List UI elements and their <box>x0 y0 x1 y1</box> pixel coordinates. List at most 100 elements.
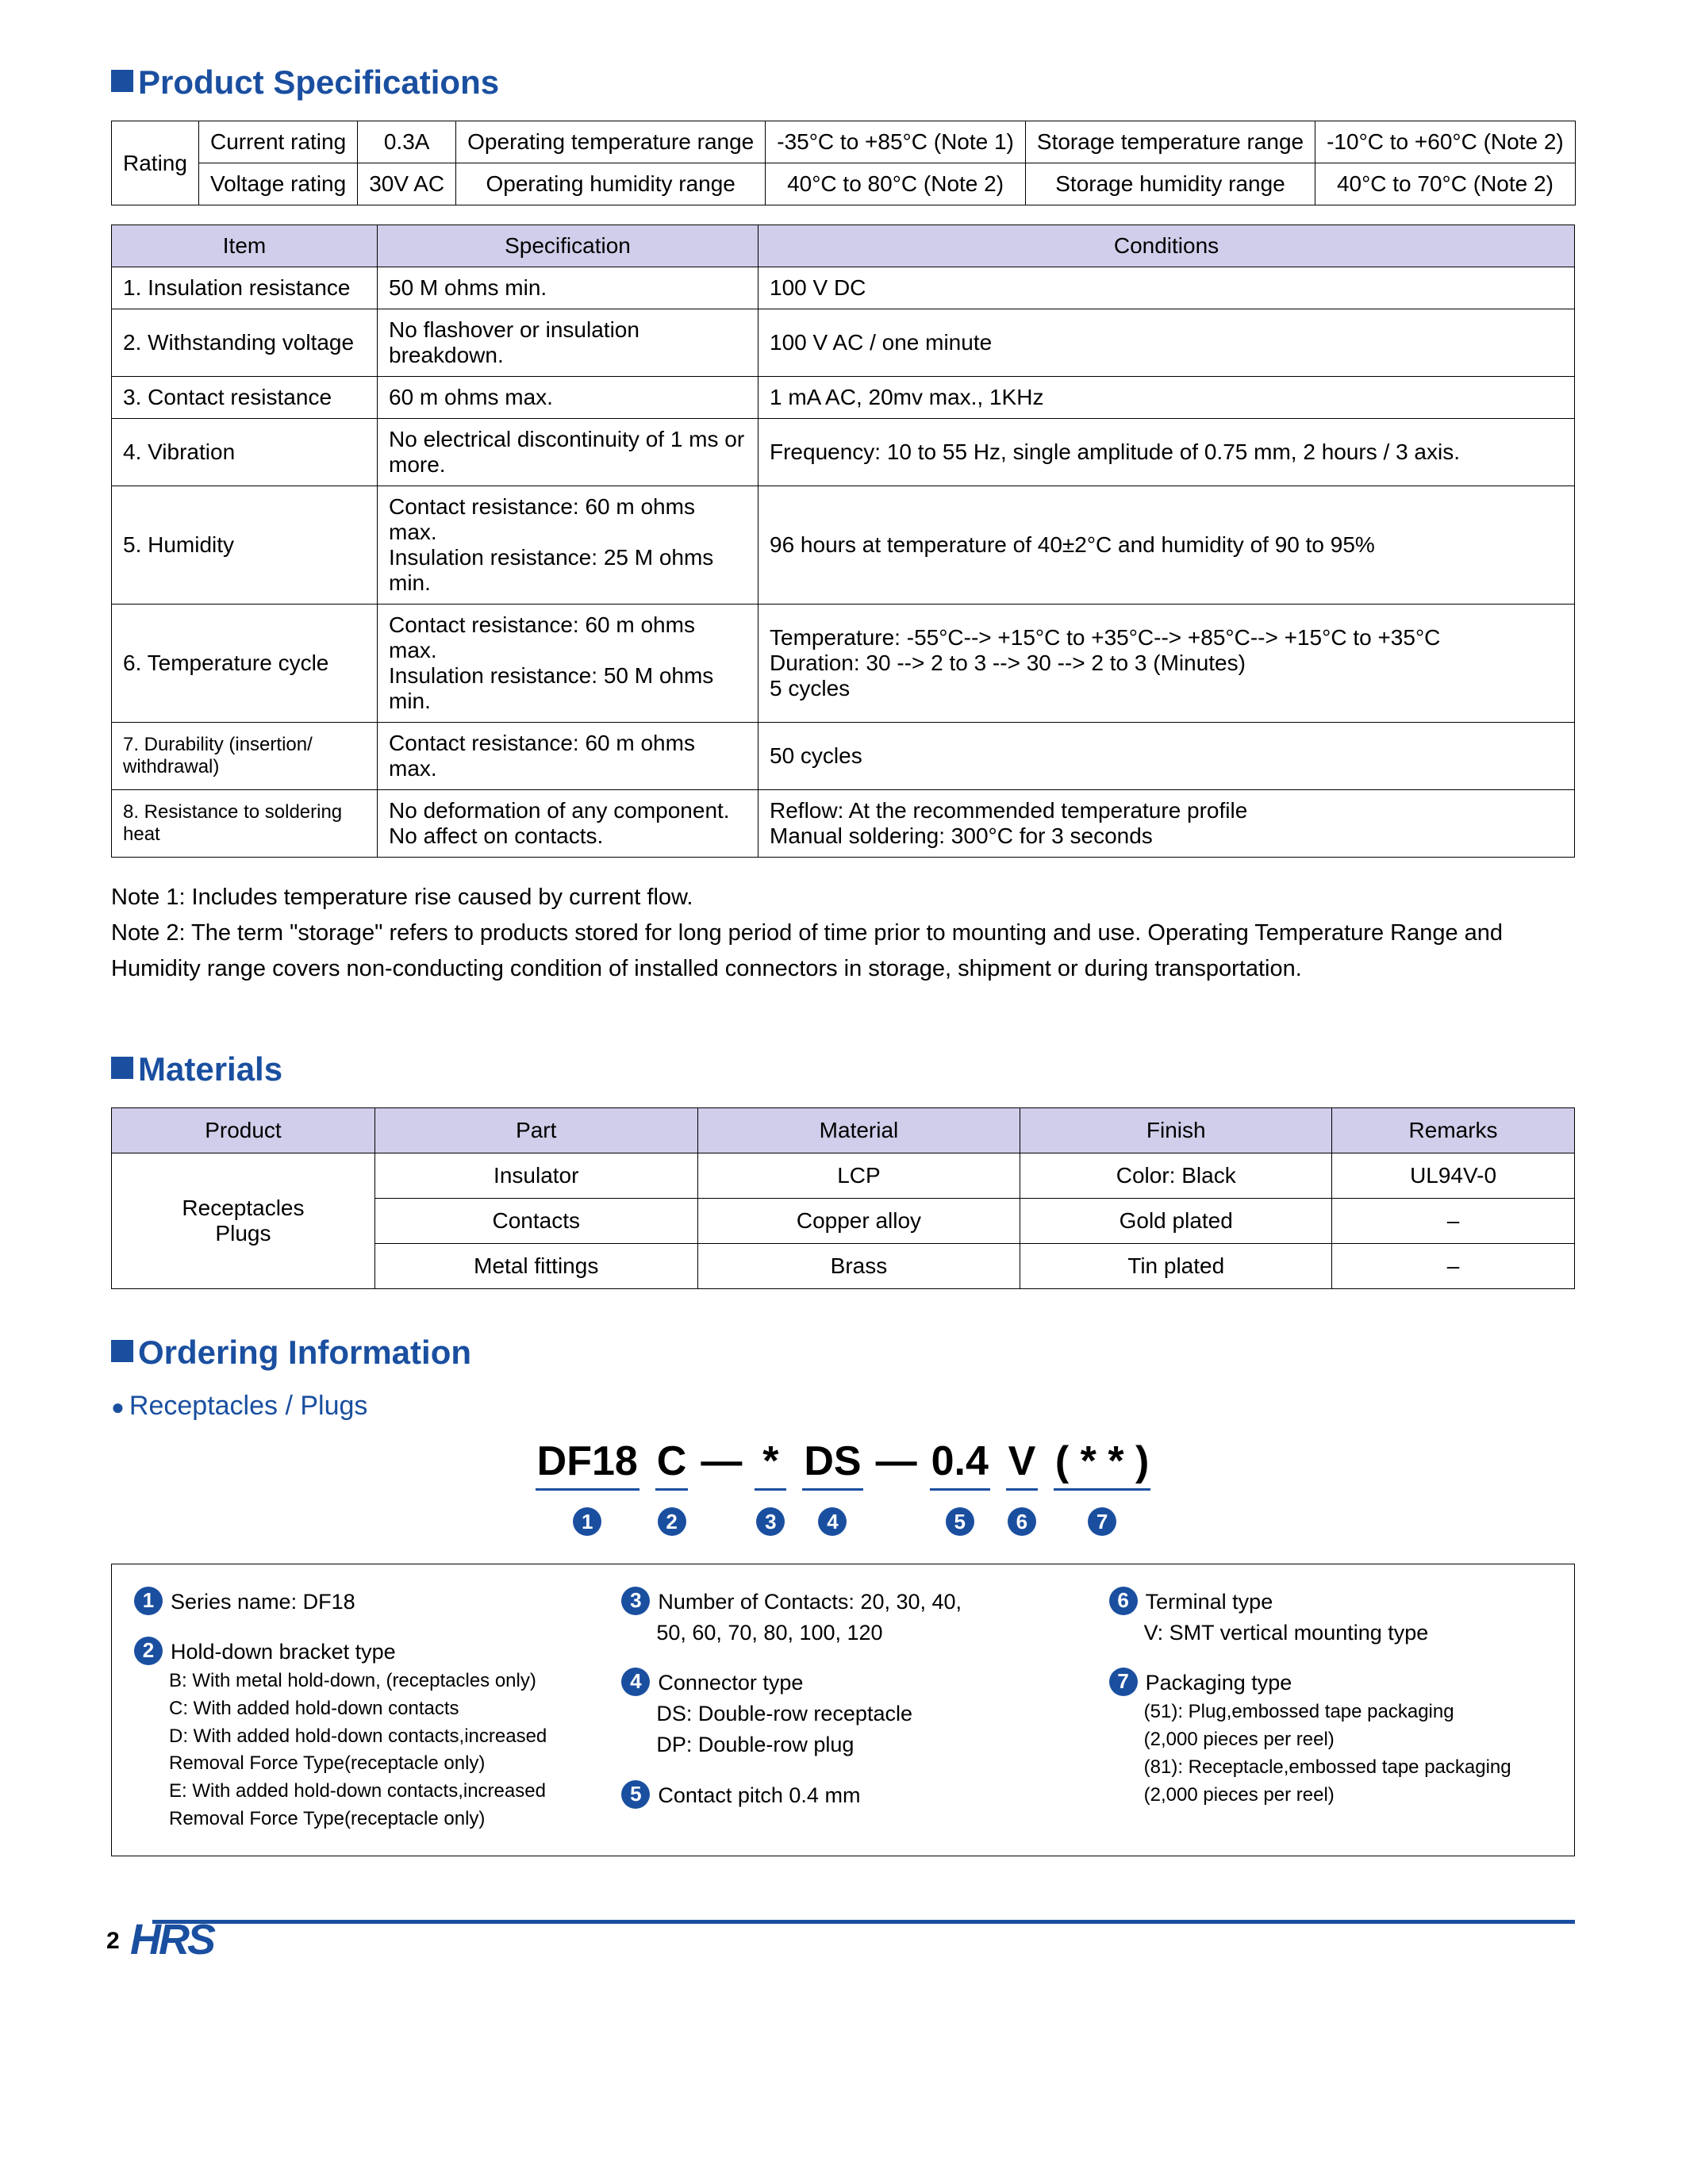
footer-line <box>152 1920 1575 1924</box>
materials-product: Receptacles Plugs <box>112 1153 375 1288</box>
note-1: Note 1: Includes temperature rise caused… <box>111 880 1575 915</box>
ordering-item-body: B: With metal hold-down, (receptacles on… <box>134 1668 583 1833</box>
circle-number-icon: 4 <box>621 1668 650 1696</box>
spec-item: 7. Durability (insertion/ withdrawal) <box>112 723 378 790</box>
ordering-item-title: Terminal type <box>1146 1587 1273 1618</box>
spec-item: 4. Vibration <box>112 419 378 486</box>
circle-number-icon: 3 <box>756 1507 785 1536</box>
spec-item: 6. Temperature cycle <box>112 605 378 723</box>
spec-cond: 100 V AC / one minute <box>759 309 1575 377</box>
spec-cond: 96 hours at temperature of 40±2°C and hu… <box>759 486 1575 605</box>
materials-cell: – <box>1332 1243 1575 1288</box>
spec-value: Contact resistance: 60 m ohms max. <box>378 723 759 790</box>
code-text: C <box>655 1437 689 1491</box>
cell: 40°C to 70°C (Note 2) <box>1315 163 1576 205</box>
ordering-item-line: D: With added hold-down contacts,increas… <box>169 1723 583 1751</box>
ordering-item: 5 Contact pitch 0.4 mm <box>621 1780 1070 1811</box>
section-title-materials: Materials <box>111 1050 1575 1088</box>
col-header: Product <box>112 1107 375 1153</box>
rating-label: Rating <box>112 121 199 205</box>
ordering-item-line: (2,000 pieces per reel) <box>1144 1782 1558 1810</box>
cell: 0.3A <box>358 121 456 163</box>
ordering-item-line: (81): Receptacle,embossed tape packaging <box>1144 1754 1558 1782</box>
materials-cell: Brass <box>697 1243 1020 1288</box>
square-bullet-icon <box>111 1340 133 1362</box>
ordering-item-body: 50, 60, 70, 80, 100, 120 <box>621 1618 1070 1649</box>
ordering-item-title: Packaging type <box>1146 1668 1292 1698</box>
page-number: 2 <box>106 1928 120 1955</box>
ordering-col-1: 1 Series name: DF18 2 Hold-down bracket t… <box>112 1564 599 1856</box>
ordering-item-title: Connector type <box>658 1668 803 1698</box>
col-header: Part <box>374 1107 697 1153</box>
ordering-item-body: V: SMT vertical mounting type <box>1109 1618 1558 1649</box>
code-dash: — <box>696 1438 747 1484</box>
ordering-item-title: Hold-down bracket type <box>171 1637 396 1668</box>
spec-value: No flashover or insulation breakdown. <box>378 309 759 377</box>
cell: Storage temperature range <box>1025 121 1315 163</box>
materials-cell: Gold plated <box>1020 1198 1332 1243</box>
ordering-item-title: Series name: DF18 <box>171 1587 355 1618</box>
materials-cell: Copper alloy <box>697 1198 1020 1243</box>
notes-block: Note 1: Includes temperature rise caused… <box>111 880 1575 987</box>
ordering-item-line: Removal Force Type(receptacle only) <box>169 1750 583 1778</box>
code-text: * <box>755 1437 786 1491</box>
code-dash: — <box>871 1438 922 1484</box>
spec-item: 2. Withstanding voltage <box>112 309 378 377</box>
ordering-item: 3 Number of Contacts: 20, 30, 40,50, 60,… <box>621 1587 1070 1649</box>
square-bullet-icon <box>111 70 133 92</box>
circle-number-icon: 2 <box>134 1637 163 1665</box>
materials-cell: LCP <box>697 1153 1020 1198</box>
ordering-col-3: 6 Terminal typeV: SMT vertical mounting … <box>1087 1564 1574 1856</box>
circle-number-icon: 6 <box>1109 1587 1138 1615</box>
spec-table: Item Specification Conditions 1. Insulat… <box>111 225 1575 858</box>
materials-cell: Insulator <box>374 1153 697 1198</box>
circle-number-icon: 1 <box>573 1507 601 1536</box>
col-header: Item <box>112 225 378 267</box>
ordering-box: 1 Series name: DF18 2 Hold-down bracket t… <box>111 1564 1575 1856</box>
ordering-item-line: DS: Double-row receptacle <box>656 1698 1070 1729</box>
rating-table: Rating Current rating 0.3A Operating tem… <box>111 121 1576 205</box>
spec-cond: 50 cycles <box>759 723 1575 790</box>
materials-cell: Metal fittings <box>374 1243 697 1288</box>
code-segment: DF181 <box>528 1437 647 1543</box>
ordering-item-body: DS: Double-row receptacleDP: Double-row … <box>621 1698 1070 1760</box>
spec-cond: Temperature: -55°C--> +15°C to +35°C--> … <box>759 605 1575 723</box>
ordering-col-2: 3 Number of Contacts: 20, 30, 40,50, 60,… <box>599 1564 1086 1856</box>
spec-cond: 1 mA AC, 20mv max., 1KHz <box>759 377 1575 419</box>
cell: Storage humidity range <box>1025 163 1315 205</box>
code-segment: C2 <box>647 1437 697 1543</box>
cell: Operating temperature range <box>456 121 766 163</box>
spec-cond: 100 V DC <box>759 267 1575 309</box>
cell: Operating humidity range <box>456 163 766 205</box>
ordering-item-line: (2,000 pieces per reel) <box>1144 1726 1558 1754</box>
materials-cell: Tin plated <box>1020 1243 1332 1288</box>
circle-number-icon: 4 <box>818 1507 847 1536</box>
materials-cell: Contacts <box>374 1198 697 1243</box>
spec-value: 60 m ohms max. <box>378 377 759 419</box>
ordering-item: 1 Series name: DF18 <box>134 1587 583 1618</box>
col-header: Specification <box>378 225 759 267</box>
code-segment: V6 <box>998 1437 1046 1543</box>
spec-value: Contact resistance: 60 m ohms max. Insul… <box>378 605 759 723</box>
cell: 40°C to 80°C (Note 2) <box>766 163 1026 205</box>
spec-value: Contact resistance: 60 m ohms max. Insul… <box>378 486 759 605</box>
cell: -35°C to +85°C (Note 1) <box>766 121 1026 163</box>
ordering-item: 6 Terminal typeV: SMT vertical mounting … <box>1109 1587 1558 1649</box>
circle-number-icon: 7 <box>1088 1507 1116 1536</box>
ordering-item-line: DP: Double-row plug <box>656 1729 1070 1760</box>
ordering-item: 4 Connector typeDS: Double-row receptacl… <box>621 1668 1070 1760</box>
square-bullet-icon <box>111 1057 133 1079</box>
code-text: ( * * ) <box>1054 1437 1150 1491</box>
code-segment: ( * * ) 7 <box>1046 1437 1158 1543</box>
spec-value: No deformation of any component. No affe… <box>378 790 759 858</box>
section-title-text: Materials <box>138 1050 282 1088</box>
code-segment: 0.45 <box>922 1437 998 1543</box>
circle-number-icon: 2 <box>658 1507 686 1536</box>
col-header: Finish <box>1020 1107 1332 1153</box>
ordering-item-line: B: With metal hold-down, (receptacles on… <box>169 1668 583 1695</box>
circle-number-icon: 3 <box>621 1587 650 1615</box>
ordering-item-title: Contact pitch 0.4 mm <box>658 1780 860 1811</box>
ordering-item-title: Number of Contacts: 20, 30, 40, <box>658 1587 962 1618</box>
materials-cell: Color: Black <box>1020 1153 1332 1198</box>
cell: Voltage rating <box>198 163 357 205</box>
